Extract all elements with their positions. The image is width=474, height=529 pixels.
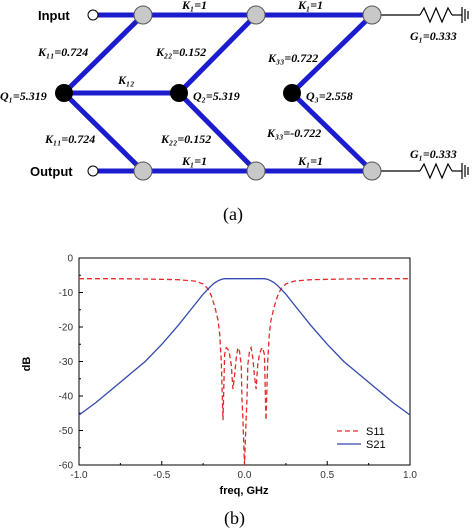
- resonator-q3: [283, 84, 301, 102]
- y-axis-title: dB: [21, 357, 33, 372]
- g1-bottom-label: G₁=0.333: [410, 147, 457, 161]
- x-tick-label: 0.5: [320, 470, 334, 481]
- k33-bottom-line: [290, 91, 374, 173]
- y-tick-label: 0: [67, 254, 73, 265]
- x-tick-label: 0.0: [238, 470, 252, 481]
- node-top-3: [362, 5, 382, 25]
- resonator-q1: [55, 84, 73, 102]
- output-label: Output: [30, 164, 73, 179]
- node-bottom-3: [362, 161, 382, 181]
- k22-bottom-line: [177, 91, 258, 173]
- q2-label: Q₂=5.319: [193, 89, 240, 103]
- node-top-1: [133, 5, 153, 25]
- x-tick-label: 1.0: [403, 470, 417, 481]
- y-tick-label: -50: [59, 426, 74, 437]
- q1-label: Q₁=5.319: [0, 89, 47, 103]
- plot-area: [78, 257, 411, 466]
- k1-bot-a-label: K₁=1: [181, 154, 207, 168]
- bottom-load: [380, 162, 469, 180]
- k11-bottom-label: K₁₁=0.724: [44, 132, 95, 146]
- legend-s21-label: S21: [366, 439, 386, 451]
- axis-ticks: -1.0 -0.5 0.0 0.5 1.0 0 -10 -20 -30 -40 -50 -60: [59, 254, 418, 482]
- node-top-2: [246, 5, 266, 25]
- k11-top-label: K₁₁=0.724: [37, 45, 88, 59]
- k1-top-b-label: K₁=1: [297, 0, 323, 12]
- g1-top-label: G₁=0.333: [410, 29, 457, 43]
- y-tick-label: -40: [59, 392, 74, 403]
- k11-bottom-line: [62, 91, 145, 173]
- k33-top-line: [290, 13, 374, 95]
- k12-label: K₁₂: [117, 73, 134, 87]
- legend-s11-label: S11: [366, 426, 385, 438]
- k1-top-a-label: K₁=1: [181, 0, 207, 12]
- k11-top-line: [62, 13, 145, 95]
- coupling-diagram: Input Output K₁=1 K₁=1 K₁=1 K₁=1 K₁₁=0.7…: [0, 0, 469, 181]
- node-bottom-1: [133, 161, 153, 181]
- output-port-node: [87, 165, 99, 177]
- q3-label: Q₃=2.558: [306, 89, 353, 103]
- k22-top-label: K₂₂=0.152: [155, 45, 206, 59]
- s-parameter-chart: -1.0 -0.5 0.0 0.5 1.00-10-20-30-40-50-60 dB …: [21, 254, 418, 498]
- legend: S11 S21: [337, 426, 386, 451]
- k33-bottom-label: K₃₃=-0.722: [266, 126, 321, 140]
- y-tick-label: -20: [59, 323, 74, 334]
- x-tick-label: -0.5: [153, 470, 171, 481]
- y-tick-label: -30: [59, 357, 74, 368]
- x-tick-label: -1.0: [70, 470, 88, 481]
- y-tick-label: -10: [59, 288, 74, 299]
- x-axis-title: freq, GHz: [220, 485, 269, 497]
- caption-a: (a): [223, 204, 243, 224]
- input-label: Input: [38, 8, 70, 23]
- series-line-s11: [79, 278, 410, 466]
- input-port-node: [87, 9, 99, 21]
- series-line-s21: [78, 278, 411, 416]
- k33-top-label: K₃₃=0.722: [267, 51, 318, 65]
- k22-bottom-label: K₂₂=0.152: [160, 132, 211, 146]
- series-layer: [78, 278, 411, 466]
- y-tick-label: -60: [59, 461, 74, 472]
- top-load: [380, 6, 469, 24]
- k1-bot-b-label: K₁=1: [297, 154, 323, 168]
- node-bottom-2: [246, 161, 266, 181]
- resonator-q2: [170, 84, 188, 102]
- k22-top-line: [177, 13, 258, 95]
- caption-b: (b): [224, 508, 245, 528]
